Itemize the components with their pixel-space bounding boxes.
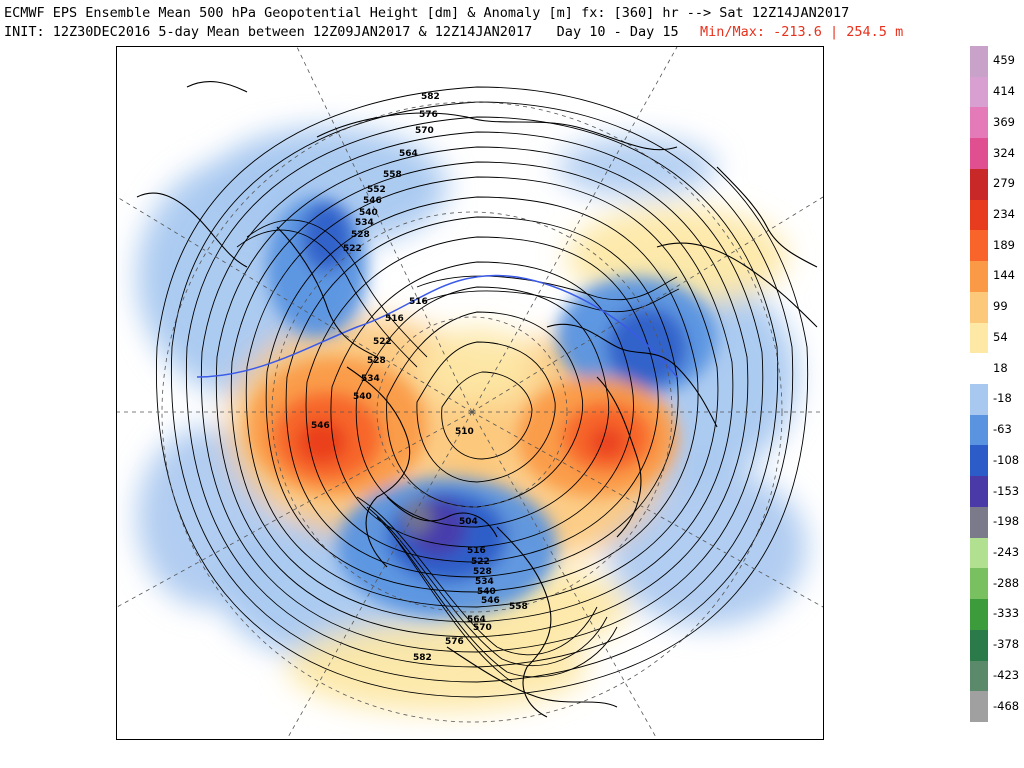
colorbar-segment <box>970 230 988 262</box>
contour-label: 570 <box>415 126 434 136</box>
contour-label: 576 <box>419 110 438 120</box>
colorbar-label: -243 <box>993 545 1020 559</box>
contour-label: 546 <box>363 196 382 206</box>
contour-label: 528 <box>351 230 370 240</box>
colorbar-label: -378 <box>993 637 1020 652</box>
colorbar-label: 99 <box>993 299 1008 314</box>
contour-label: 582 <box>421 92 440 102</box>
contour-label: 516 <box>467 546 486 556</box>
contour-label: 576 <box>445 637 464 647</box>
colorbar-segment <box>970 261 988 293</box>
contour-label: 528 <box>367 356 386 366</box>
colorbar-segment <box>970 537 988 569</box>
contour-label: 516 <box>409 297 428 307</box>
colorbar-label: 369 <box>993 114 1015 129</box>
graticule <box>117 47 823 739</box>
colorbar-label: -63 <box>993 422 1012 437</box>
contour-label: 522 <box>471 557 490 567</box>
colorbar-segment <box>970 660 988 692</box>
contour-label: 504 <box>459 517 478 527</box>
colorbar-segment <box>970 506 988 539</box>
colorbar-label: -288 <box>993 575 1020 590</box>
polar-stereographic-map: 582 576 570 564 558 552 546 540 534 528 … <box>116 46 824 740</box>
contour-labels: 582 576 570 564 558 552 546 540 534 528 … <box>311 92 528 663</box>
colorbar-label: 189 <box>993 237 1015 252</box>
colorbar-label: -153 <box>993 483 1020 498</box>
contour-label: 510 <box>455 427 474 437</box>
contour-label: 546 <box>311 421 330 431</box>
anomaly-colorbar <box>970 46 988 723</box>
contour-label: 528 <box>473 567 492 577</box>
contour-label: 564 <box>467 615 486 625</box>
contour-label: 582 <box>413 653 432 663</box>
colorbar-segment <box>970 445 988 477</box>
colorbar-segment <box>970 599 988 631</box>
colorbar-segment <box>970 691 988 723</box>
min-max-readout: Min/Max: -213.6 | 254.5 m <box>700 24 904 40</box>
colorbar-label: -108 <box>993 452 1020 467</box>
contour-label: 546 <box>481 596 500 606</box>
colorbar-label: -423 <box>993 667 1020 682</box>
colorbar-label: 18 <box>993 360 1008 375</box>
contour-label: 540 <box>359 208 378 218</box>
colorbar-segment <box>970 46 988 78</box>
colorbar-segment <box>970 476 988 508</box>
colorbar-segment <box>970 76 988 108</box>
colorbar-segment <box>970 629 988 662</box>
colorbar-label: 414 <box>993 84 1015 99</box>
colorbar-label: 144 <box>993 268 1015 283</box>
colorbar-segment <box>970 414 988 446</box>
contour-label: 564 <box>399 149 418 159</box>
contour-label: 540 <box>477 587 496 597</box>
contour-label: 558 <box>383 170 402 180</box>
contour-label: 522 <box>343 244 362 254</box>
colorbar-label: -18 <box>993 391 1012 406</box>
colorbar-segment <box>970 322 988 354</box>
colorbar-segment <box>970 168 988 201</box>
contour-label: 552 <box>367 185 386 195</box>
reference-contour <box>196 274 678 378</box>
colorbar-label: 459 <box>993 53 1015 68</box>
colorbar-segment <box>970 384 988 416</box>
colorbar-label: 54 <box>993 329 1008 344</box>
colorbar-label: 279 <box>993 176 1015 191</box>
contour-label: 540 <box>353 392 372 402</box>
contour-label: 522 <box>373 337 392 347</box>
colorbar-segment <box>970 353 988 385</box>
geopotential-contours <box>155 86 809 698</box>
init-info: INIT: 12Z30DEC2016 5-day Mean between 12… <box>4 24 679 40</box>
colorbar-label: -198 <box>993 514 1020 529</box>
coastlines <box>136 81 818 718</box>
colorbar-segment <box>970 138 988 170</box>
contour-label: 534 <box>355 218 374 228</box>
colorbar-segment <box>970 568 988 600</box>
colorbar-segment <box>970 199 988 231</box>
map-canvas: 582 576 570 564 558 552 546 540 534 528 … <box>117 47 823 739</box>
colorbar-label: -333 <box>993 606 1020 621</box>
colorbar-segment <box>970 291 988 324</box>
colorbar-segment <box>970 107 988 139</box>
contour-label: 570 <box>473 623 492 633</box>
contour-label: 534 <box>361 374 380 384</box>
contour-label: 558 <box>509 602 528 612</box>
contour-label: 516 <box>385 314 404 324</box>
colorbar-label: -468 <box>993 698 1020 713</box>
colorbar-label: 324 <box>993 145 1015 160</box>
colorbar-label: 234 <box>993 207 1015 221</box>
map-title: ECMWF EPS Ensemble Mean 500 hPa Geopoten… <box>4 5 850 21</box>
contour-label: 534 <box>475 577 494 587</box>
